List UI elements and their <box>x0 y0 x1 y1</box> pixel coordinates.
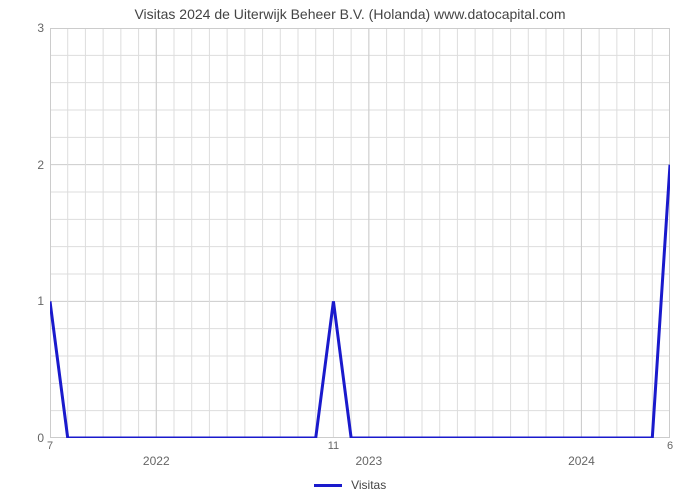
legend-label: Visitas <box>351 478 386 492</box>
data-point-label: 6 <box>667 440 673 452</box>
legend-swatch <box>314 484 342 487</box>
chart-container: Visitas 2024 de Uiterwijk Beheer B.V. (H… <box>0 0 700 500</box>
y-tick-label: 3 <box>24 21 44 35</box>
chart-title: Visitas 2024 de Uiterwijk Beheer B.V. (H… <box>0 6 700 22</box>
x-tick-label: 2022 <box>143 454 170 468</box>
y-tick-label: 2 <box>24 158 44 172</box>
y-tick-label: 1 <box>24 294 44 308</box>
data-point-label: 7 <box>47 440 53 452</box>
x-tick-label: 2023 <box>355 454 382 468</box>
chart-svg <box>50 28 670 438</box>
legend: Visitas <box>0 477 700 492</box>
y-tick-label: 0 <box>24 431 44 445</box>
data-point-label: 11 <box>328 440 339 452</box>
x-tick-label: 2024 <box>568 454 595 468</box>
plot-area <box>50 28 670 438</box>
